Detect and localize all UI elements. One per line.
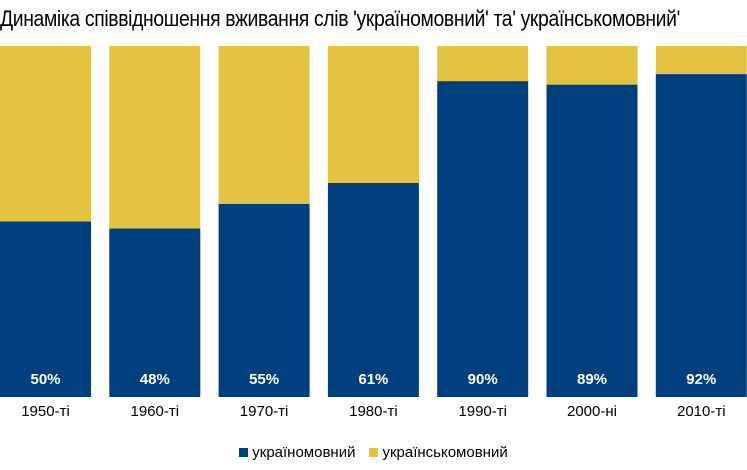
bar-ukrainomovnyi-2 — [218, 203, 310, 397]
legend: україномовний українськомовний — [0, 440, 747, 464]
data-label-5: 89% — [577, 371, 607, 388]
bar-ukrainskomovnyi-3 — [327, 46, 419, 183]
x-tick-label-0: 1950-ті — [21, 403, 70, 420]
x-tick-label-4: 1990-ті — [458, 403, 507, 420]
legend-label-ukrainskomovnyi: українськомовний — [382, 443, 508, 461]
x-tick-label-6: 2010-ті — [677, 403, 726, 420]
x-tick-label-3: 1980-ті — [349, 403, 398, 420]
x-tick-label-5: 2000-ні — [567, 403, 617, 420]
legend-item-ukrainskomovnyi: українськомовний — [369, 443, 508, 461]
legend-item-ukrainomovnyi: україномовний — [239, 444, 355, 461]
bar-ukrainskomovnyi-4 — [437, 46, 529, 82]
x-tick-label-1: 1960-ті — [131, 403, 180, 420]
data-label-1: 48% — [140, 371, 170, 388]
tick-labels: 1950-ті 1960-ті 1970-ті 1980-ті 1990-ті 2000-… — [21, 403, 725, 420]
chart-title: Динаміка співвідношення вживання слів 'у… — [0, 6, 680, 31]
data-label-2: 55% — [249, 371, 279, 388]
bar-ukrainomovnyi-5 — [546, 84, 638, 398]
data-label-6: 92% — [686, 371, 716, 388]
bar-ukrainskomovnyi-0 — [0, 46, 91, 222]
legend-swatch-ukrainskomovnyi — [369, 447, 379, 457]
bar-ukrainomovnyi-1 — [109, 228, 201, 397]
bar-ukrainomovnyi-4 — [437, 81, 529, 397]
bar-ukrainskomovnyi-5 — [546, 46, 638, 85]
data-label-3: 61% — [358, 371, 388, 388]
bar-ukrainomovnyi-6 — [655, 74, 747, 397]
legend-label-ukrainomovnyi: україномовний — [252, 443, 356, 461]
data-label-0: 50% — [30, 371, 60, 388]
x-tick-label-2: 1970-ті — [240, 403, 289, 420]
bar-ukrainskomovnyi-1 — [109, 46, 201, 229]
bars-layer: 50% 48% 55% 61% 90% 89% 92% — [0, 46, 747, 398]
bar-ukrainskomovnyi-6 — [655, 46, 747, 75]
bar-ukrainomovnyi-0 — [0, 221, 91, 397]
data-label-4: 90% — [468, 371, 498, 388]
bar-ukrainskomovnyi-2 — [218, 46, 310, 204]
bar-ukrainomovnyi-3 — [327, 182, 419, 397]
legend-swatch-ukrainomovnyi — [239, 447, 249, 457]
